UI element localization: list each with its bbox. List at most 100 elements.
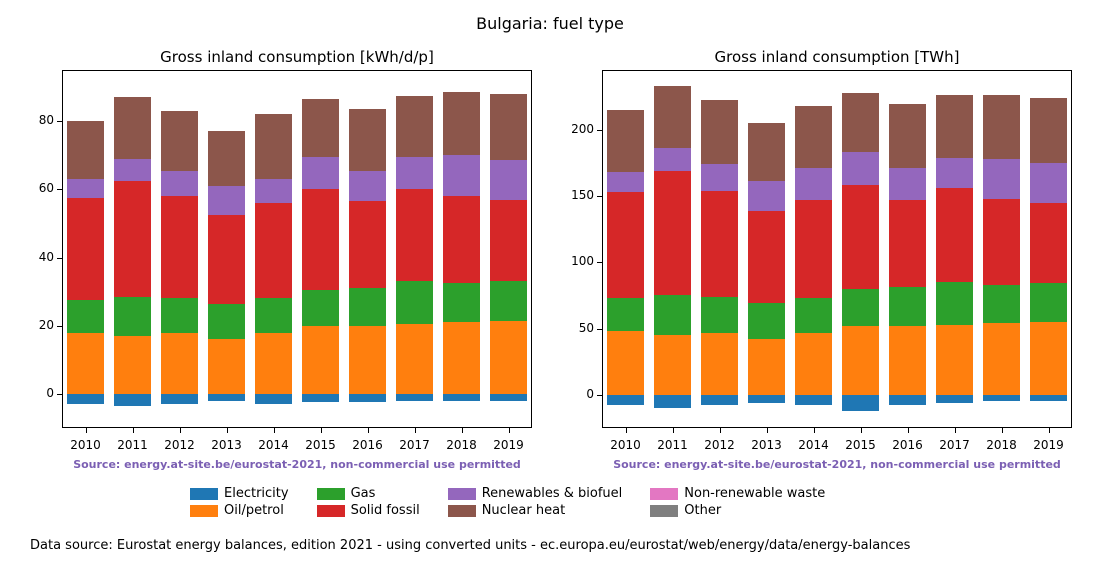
bar-segment-gas (396, 281, 433, 324)
bar-segment-renewables (302, 157, 339, 189)
bar-segment-solid_fossil (842, 185, 879, 288)
bar-segment-electricity (208, 394, 245, 401)
bar-segment-oil (795, 333, 832, 395)
bar-segment-solid_fossil (983, 199, 1020, 285)
bar-segment-electricity (654, 395, 691, 408)
bar-segment-renewables (654, 148, 691, 171)
bar-segment-nuclear (983, 95, 1020, 159)
bar-segment-gas (490, 281, 527, 320)
bar-segment-gas (983, 285, 1020, 323)
ytick-label: 100 (554, 254, 594, 268)
ytick-label: 150 (554, 188, 594, 202)
xtick-mark (415, 428, 416, 433)
bar-segment-electricity (302, 394, 339, 403)
legend-item-renewables: Renewables & biofuel (448, 486, 623, 501)
legend: Electricity Oil/petrol Gas Solid fossil Rene… (190, 486, 853, 520)
bar-segment-solid_fossil (349, 201, 386, 288)
bar-segment-oil (701, 333, 738, 395)
bar-segment-renewables (1030, 163, 1067, 203)
bar-segment-oil (748, 339, 785, 395)
legend-item-gas: Gas (317, 486, 420, 501)
bar-segment-nuclear (396, 96, 433, 157)
xtick-label: 2016 (884, 438, 931, 452)
xtick-label: 2011 (109, 438, 156, 452)
xtick-label: 2012 (156, 438, 203, 452)
legend-item-solid_fossil: Solid fossil (317, 503, 420, 518)
bar-segment-solid_fossil (161, 196, 198, 298)
bar-segment-solid_fossil (302, 189, 339, 290)
legend-label: Oil/petrol (224, 503, 284, 518)
xtick-label: 2010 (602, 438, 649, 452)
legend-label: Gas (351, 486, 376, 501)
legend-column: Electricity Oil/petrol (190, 486, 289, 520)
bar-segment-gas (654, 295, 691, 335)
legend-column: Gas Solid fossil (317, 486, 420, 520)
xtick-label: 2013 (743, 438, 790, 452)
bar-segment-renewables (701, 164, 738, 191)
subplot-title-1: Gross inland consumption [TWh] (602, 48, 1072, 66)
bar-segment-electricity (607, 395, 644, 406)
bar-segment-nuclear (607, 110, 644, 172)
bar-segment-solid_fossil (889, 200, 926, 288)
bar-segment-renewables (795, 168, 832, 200)
legend-swatch-renewables (448, 488, 476, 500)
xtick-label: 2018 (978, 438, 1025, 452)
subplot-title-0: Gross inland consumption [kWh/d/p] (62, 48, 532, 66)
bar-segment-oil (654, 335, 691, 395)
legend-item-other: Other (650, 503, 825, 518)
ytick-mark (597, 130, 602, 131)
bar-segment-solid_fossil (654, 171, 691, 296)
bar-segment-renewables (983, 159, 1020, 199)
xtick-label: 2019 (1025, 438, 1072, 452)
bar-segment-renewables (443, 155, 480, 196)
bar-segment-oil (443, 322, 480, 394)
ytick-label: 0 (14, 386, 54, 400)
bar-segment-nuclear (936, 95, 973, 157)
xtick-label: 2014 (250, 438, 297, 452)
bar-segment-electricity (842, 395, 879, 411)
ytick-mark (57, 326, 62, 327)
legend-item-nonrenew_waste: Non-renewable waste (650, 486, 825, 501)
bar-segment-renewables (161, 171, 198, 197)
bar-segment-renewables (842, 152, 879, 185)
legend-swatch-electricity (190, 488, 218, 500)
bar-segment-oil (302, 326, 339, 394)
bar-segment-solid_fossil (396, 189, 433, 281)
source-caption-1: Source: energy.at-site.be/eurostat-2021,… (602, 458, 1072, 471)
legend-swatch-other (650, 505, 678, 517)
legend-column: Renewables & biofuelNuclear heat (448, 486, 623, 520)
bar-segment-oil (396, 324, 433, 394)
bar-segment-oil (490, 321, 527, 394)
ytick-mark (57, 189, 62, 190)
legend-swatch-oil (190, 505, 218, 517)
xtick-mark (673, 428, 674, 433)
bar-segment-nuclear (302, 99, 339, 157)
xtick-label: 2014 (790, 438, 837, 452)
ytick-label: 200 (554, 122, 594, 136)
legend-swatch-gas (317, 488, 345, 500)
bar-segment-gas (701, 297, 738, 333)
legend-swatch-solid_fossil (317, 505, 345, 517)
legend-item-oil: Oil/petrol (190, 503, 289, 518)
xtick-label: 2011 (649, 438, 696, 452)
bar-segment-oil (983, 323, 1020, 395)
bar-segment-nuclear (654, 86, 691, 148)
bar-segment-solid_fossil (607, 192, 644, 298)
bar-segment-electricity (936, 395, 973, 403)
bar-segment-oil (349, 326, 386, 394)
xtick-label: 2015 (837, 438, 884, 452)
legend-label: Electricity (224, 486, 289, 501)
bar-segment-gas (842, 289, 879, 326)
xtick-label: 2013 (203, 438, 250, 452)
xtick-mark (908, 428, 909, 433)
bar-segment-renewables (208, 186, 245, 215)
xtick-label: 2016 (344, 438, 391, 452)
bar-segment-solid_fossil (748, 211, 785, 304)
bar-segment-oil (889, 326, 926, 395)
bar-segment-gas (936, 282, 973, 324)
bar-segment-gas (795, 298, 832, 332)
ytick-label: 40 (14, 250, 54, 264)
legend-swatch-nonrenew_waste (650, 488, 678, 500)
xtick-label: 2012 (696, 438, 743, 452)
xtick-label: 2019 (485, 438, 532, 452)
